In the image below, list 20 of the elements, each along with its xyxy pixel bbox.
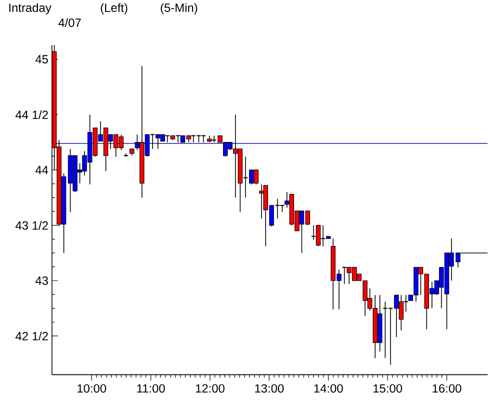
chart-title: Intraday — [9, 3, 52, 14]
y-tick-label: 42 1/2 — [16, 332, 48, 341]
candlestick — [259, 184, 264, 220]
y-tick-label: 43 — [35, 276, 48, 286]
y-tick-label: 43 1/2 — [16, 221, 48, 230]
text: (Left) — [100, 3, 128, 14]
x-tick-label: 13:00 — [255, 384, 284, 393]
candlestick — [316, 225, 321, 247]
x-tick-label: 14:00 — [314, 384, 343, 393]
y-tick-label: 45 — [35, 55, 48, 64]
x-tick-label: 11:00 — [137, 384, 165, 393]
chart-subtitle: 4/07 — [58, 18, 81, 28]
x-tick-label: 15:00 — [374, 384, 402, 393]
x-tick-label: 16:00 — [432, 384, 462, 393]
candlestick — [200, 135, 206, 143]
x-tick-label: 10:00 — [78, 384, 106, 393]
text: (5-Min) — [160, 3, 198, 14]
x-tick-label: 12:00 — [196, 384, 224, 393]
y-tick-label: 44 — [35, 166, 48, 174]
y-tick-label: 44 1/2 — [16, 110, 48, 120]
